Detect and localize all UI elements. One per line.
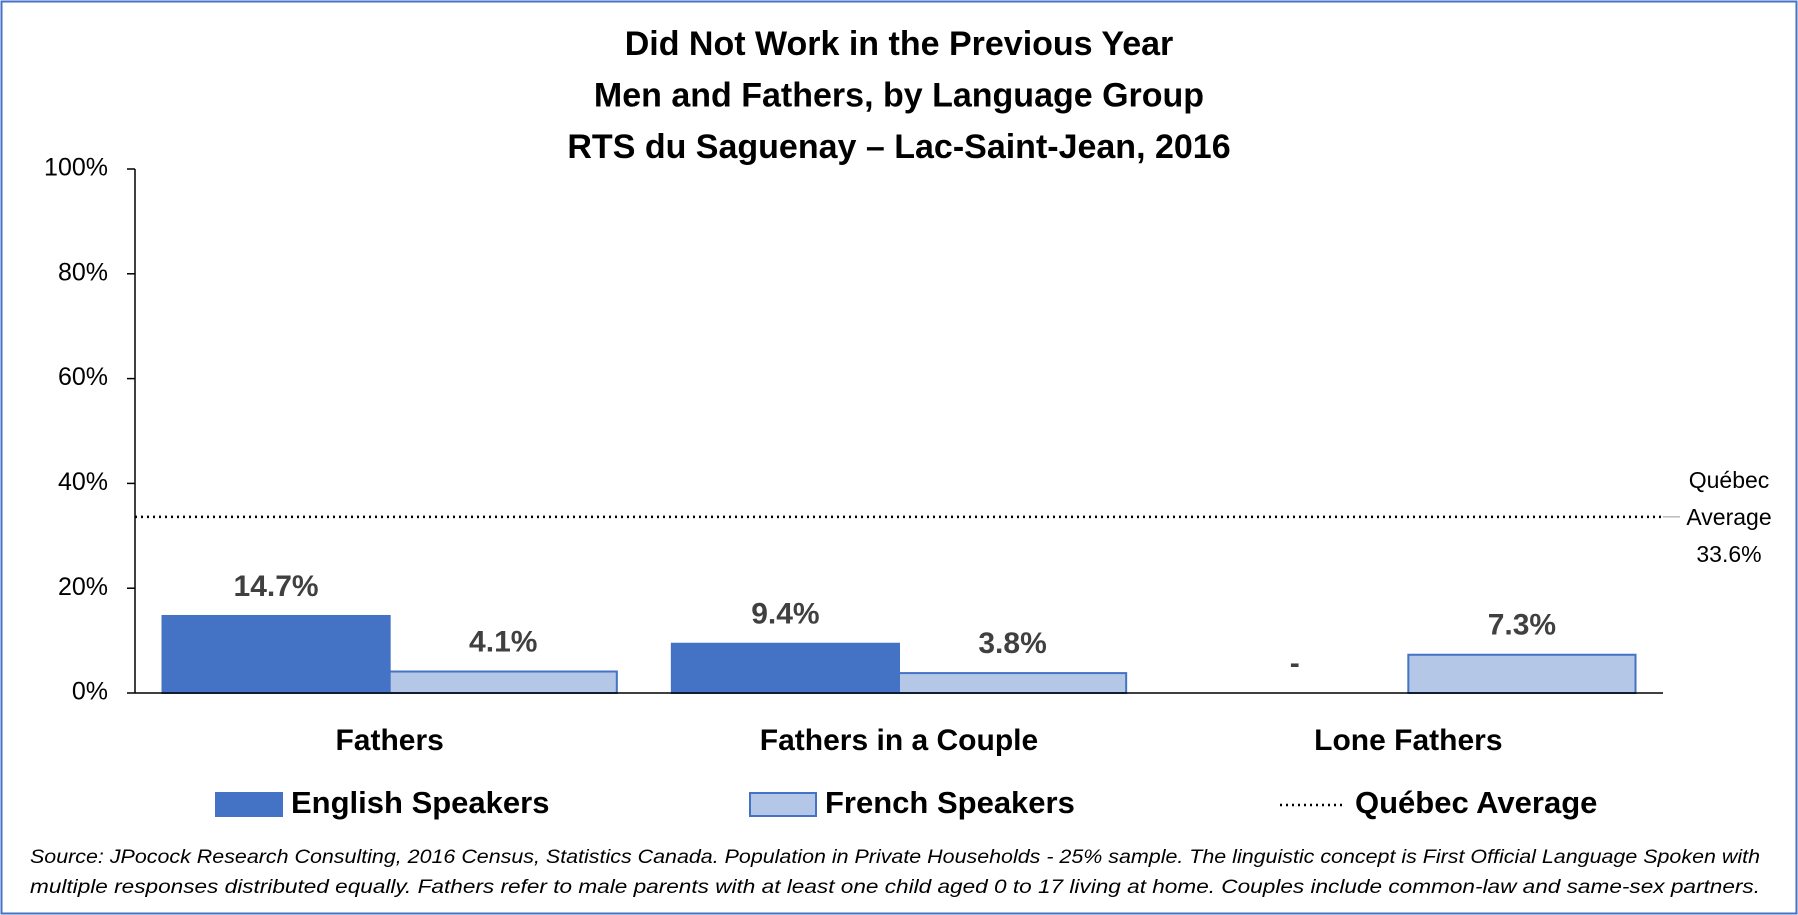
x-tick-label: Fathers in a Couple (760, 724, 1038, 757)
reference-label: 33.6% (1696, 541, 1761, 567)
legend-label: French Speakers (825, 785, 1075, 820)
legend-label: English Speakers (291, 785, 549, 820)
x-tick-label: Lone Fathers (1314, 724, 1502, 757)
value-label: - (1290, 647, 1300, 680)
value-label: 9.4% (751, 598, 819, 631)
y-tick-label: 20% (58, 573, 108, 601)
y-tick-label: 80% (58, 258, 108, 286)
legend-swatch (215, 792, 283, 817)
legend-label: Québec Average (1355, 785, 1597, 820)
source-note: multiple responses distributed equally. … (30, 877, 1760, 898)
value-label: 3.8% (978, 627, 1046, 660)
value-label: 7.3% (1488, 609, 1556, 642)
bar (670, 642, 901, 695)
y-tick-label: 40% (58, 468, 108, 496)
y-tick-label: 60% (58, 363, 108, 391)
chart-title: Men and Fathers, by Language Group (594, 76, 1204, 114)
reference-label: Average (1686, 504, 1771, 530)
bar (161, 614, 391, 694)
y-tick-label: 0% (72, 678, 108, 706)
chart-title: RTS du Saguenay – Lac-Saint-Jean, 2016 (567, 128, 1230, 166)
reference-label: Québec (1689, 467, 1770, 493)
value-label: 14.7% (234, 570, 319, 603)
bar (1407, 653, 1637, 694)
value-label: 4.1% (469, 625, 537, 658)
bar (898, 672, 1128, 695)
legend-swatch (749, 792, 817, 817)
source-note: Source: JPocock Research Consulting, 201… (30, 847, 1760, 868)
bar (388, 670, 618, 694)
y-tick-label: 100% (44, 154, 108, 182)
x-tick-label: Fathers (335, 724, 443, 757)
chart-title: Did Not Work in the Previous Year (625, 25, 1174, 63)
